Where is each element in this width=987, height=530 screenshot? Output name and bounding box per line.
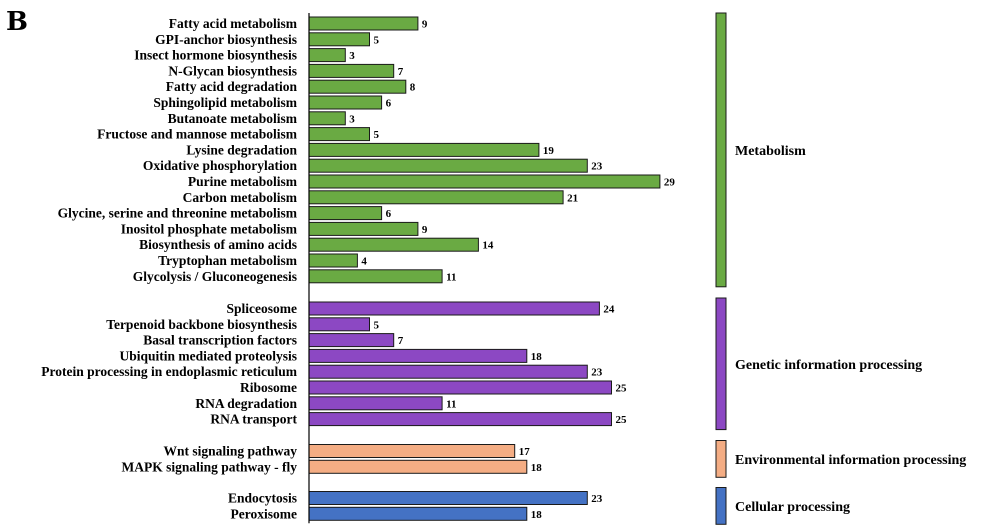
value-label: 23 <box>591 367 603 379</box>
value-label: 8 <box>410 82 416 94</box>
bar-sphingolipid-metabolism <box>308 95 383 110</box>
category-label: MAPK signaling pathway - fly <box>121 459 297 474</box>
value-label: 3 <box>349 113 355 125</box>
category-label: Ubiquitin mediated proteolysis <box>119 348 297 363</box>
value-label: 6 <box>386 208 392 220</box>
category-label: Lysine degradation <box>186 142 297 157</box>
bar-purine-metabolism <box>308 174 661 189</box>
value-label: 17 <box>519 446 531 458</box>
value-label: 19 <box>543 145 555 157</box>
bar-fatty-acid-metabolism <box>308 16 419 31</box>
category-label: Endocytosis <box>228 491 297 506</box>
value-label: 7 <box>398 66 404 78</box>
value-label: 9 <box>422 224 428 236</box>
category-label: Basal transcription factors <box>143 333 297 348</box>
bar-fatty-acid-degradation <box>308 79 407 94</box>
bar-basal-transcription-factors <box>308 333 395 348</box>
group-label-metabolism: Metabolism <box>735 144 806 159</box>
category-label: Ribosome <box>240 380 297 395</box>
category-label: Glycolysis / Gluconeogenesis <box>133 269 297 284</box>
category-label: Sphingolipid metabolism <box>153 95 297 110</box>
category-label: Protein processing in endoplasmic reticu… <box>41 364 298 379</box>
group-label-environmental-information-processing: Environmental information processing <box>735 453 966 468</box>
category-label: RNA transport <box>210 412 297 427</box>
category-label: Butanoate metabolism <box>168 111 298 126</box>
bar-rna-degradation <box>308 396 443 411</box>
value-label: 4 <box>361 256 367 268</box>
value-label: 5 <box>374 319 380 331</box>
category-label: Fatty acid metabolism <box>169 16 298 31</box>
category-label: Glycine, serine and threonine metabolism <box>58 206 298 221</box>
category-label: Fatty acid degradation <box>166 79 298 94</box>
group-brackets-layer: Metabolism Genetic information processing… <box>715 12 966 525</box>
bar-gpi-anchor-biosynthesis <box>308 32 370 47</box>
bar-spliceosome <box>308 301 600 316</box>
value-label: 18 <box>531 509 543 521</box>
bar-oxidative-phosphorylation <box>308 158 588 173</box>
value-label: 11 <box>446 271 456 283</box>
category-label: Wnt signaling pathway <box>163 444 297 459</box>
category-label: Peroxisome <box>231 506 297 521</box>
group-bracket-environmental-information-processing <box>715 440 727 478</box>
category-label: Fructose and mannose metabolism <box>97 127 298 142</box>
bar-rna-transport <box>308 412 612 427</box>
group-bracket-metabolism <box>715 12 727 288</box>
value-label: 21 <box>567 192 578 204</box>
value-label: 6 <box>386 98 392 110</box>
category-label: Spliceosome <box>227 301 298 316</box>
bar-terpenoid-backbone-biosynthesis <box>308 317 370 332</box>
bar-n-glycan-biosynthesis <box>308 63 395 78</box>
category-label: Oxidative phosphorylation <box>143 158 298 173</box>
bar-insect-hormone-biosynthesis <box>308 48 346 63</box>
value-label: 7 <box>398 335 404 347</box>
bar-wnt-signaling-pathway <box>308 444 516 458</box>
value-label: 9 <box>422 19 428 31</box>
bar-carbon-metabolism <box>308 190 564 205</box>
category-label: Terpenoid backbone biosynthesis <box>106 317 297 332</box>
panel-label: B <box>6 7 28 37</box>
value-label: 18 <box>531 462 543 474</box>
category-label: Insect hormone biosynthesis <box>134 48 297 63</box>
value-label: 18 <box>531 351 543 363</box>
group-label-cellular-processing: Cellular processing <box>735 500 850 515</box>
value-label: 5 <box>374 129 380 141</box>
category-label: RNA degradation <box>195 396 297 411</box>
category-label: Tryptophan metabolism <box>158 253 298 268</box>
group-bracket-genetic-information-processing <box>715 297 727 431</box>
value-label: 25 <box>616 383 628 395</box>
category-label: Carbon metabolism <box>183 190 298 205</box>
bar-tryptophan-metabolism <box>308 253 358 268</box>
bars-layer: Fatty acid metabolism 9 GPI-anchor biosynt… <box>41 16 675 521</box>
category-label: Purine metabolism <box>188 174 298 189</box>
bar-protein-processing-in-endoplasmic-reticulum <box>308 364 588 379</box>
bar-ribosome <box>308 380 612 395</box>
bar-fructose-and-mannose-metabolism <box>308 127 370 142</box>
value-label: 11 <box>446 398 456 410</box>
group-bracket-cellular-processing <box>715 487 727 525</box>
value-label: 29 <box>664 177 676 189</box>
bar-glycine-serine-and-threonine-metabolism <box>308 206 383 221</box>
value-label: 3 <box>349 50 355 62</box>
value-label: 23 <box>591 493 603 505</box>
bar-ubiquitin-mediated-proteolysis <box>308 348 528 363</box>
category-label: N-Glycan biosynthesis <box>168 63 297 78</box>
value-label: 24 <box>603 304 615 316</box>
group-label-genetic-information-processing: Genetic information processing <box>735 358 922 373</box>
bar-inositol-phosphate-metabolism <box>308 221 419 236</box>
value-label: 25 <box>616 414 628 426</box>
bar-butanoate-metabolism <box>308 111 346 126</box>
category-label: Inositol phosphate metabolism <box>121 221 298 236</box>
category-label: GPI-anchor biosynthesis <box>155 32 297 47</box>
bar-biosynthesis-of-amino-acids <box>308 237 479 252</box>
bar-lysine-degradation <box>308 142 540 157</box>
value-label: 14 <box>482 240 494 252</box>
category-label: Biosynthesis of amino acids <box>139 237 297 252</box>
bar-glycolysis-gluconeogenesis <box>308 269 443 284</box>
bar-mapk-signaling-pathway-fly <box>308 459 528 474</box>
value-label: 23 <box>591 161 603 173</box>
value-label: 5 <box>374 34 380 46</box>
bar-peroxisome <box>308 506 528 521</box>
bar-endocytosis <box>308 491 588 505</box>
